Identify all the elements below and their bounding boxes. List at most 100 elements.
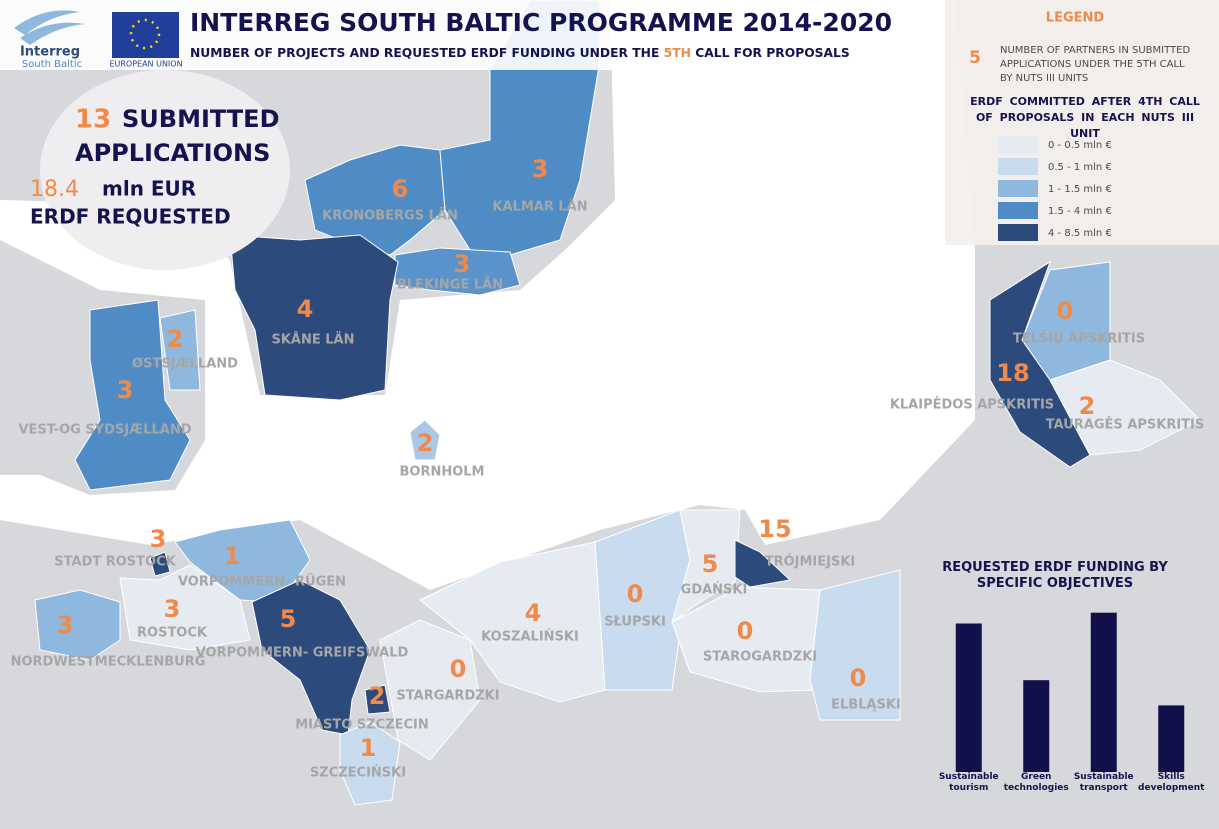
logo-subtext: South Baltic [22, 59, 82, 70]
region [74, 299, 191, 491]
region-name: KALMAR LÄN [492, 199, 587, 215]
legend-swatch [998, 202, 1038, 219]
legend-title: LEGEND [1046, 11, 1105, 26]
region-name: KRONOBERGS LÄN [322, 208, 458, 224]
region [394, 247, 521, 296]
region-name: ELBLĄSKI [831, 698, 901, 713]
partners-number: 5 [702, 550, 719, 578]
title: INTERREG SOUTH BALTIC PROGRAMME 2014-202… [190, 8, 892, 37]
region-name: KOSZALIŃSKI [481, 629, 579, 645]
region [251, 579, 371, 736]
subtitle-highlight: 5TH [664, 46, 691, 60]
region-name: ØSTSJÆLLAND [132, 357, 238, 372]
legend-swatch [998, 180, 1038, 197]
region-name: ROSTOCK [137, 626, 208, 641]
summary-bubble [40, 70, 290, 270]
legend-partners-text: NUMBER OF PARTNERS IN SUBMITTED APPLICAT… [1000, 45, 1191, 84]
partners-number: 0 [737, 617, 754, 645]
partners-number: 6 [392, 175, 409, 203]
x-tick-label: Sustainable transport [1073, 772, 1134, 793]
region [671, 509, 741, 624]
region-name: VORPOMMERN- GREIFSWALD [196, 646, 409, 661]
eu-text: EUROPEAN UNION [109, 60, 182, 69]
legend-label: 1.5 - 4 mln € [1048, 206, 1112, 217]
x-tick-label: Skills development [1138, 772, 1205, 793]
region [34, 589, 121, 661]
partners-number: 3 [57, 611, 74, 639]
partners-number: 5 [280, 605, 297, 633]
region-name: SKÅNE LÄN [271, 332, 354, 348]
summary-text: SUBMITTED [122, 105, 280, 133]
region-name: VEST-OG SYDSJÆLLAND [18, 423, 191, 438]
partners-number: 0 [627, 580, 644, 608]
partners-number: 4 [297, 295, 314, 323]
region [159, 309, 201, 391]
summary-text: APPLICATIONS [75, 139, 270, 167]
legend-label: 1 - 1.5 mln € [1048, 184, 1112, 195]
region [809, 569, 901, 721]
partners-number: 3 [532, 155, 549, 183]
partners-number: 0 [450, 655, 467, 683]
bar [1158, 705, 1185, 772]
partners-number: 0 [850, 664, 867, 692]
region-name: SŁUPSKI [604, 615, 666, 630]
region-name: BLEKINGE LÄN [397, 277, 503, 293]
legend-box [945, 0, 1219, 245]
region [149, 551, 171, 577]
bar [1090, 612, 1117, 772]
region [409, 419, 441, 461]
region-name: VORPOMMERN- RÜGEN [178, 574, 346, 590]
subtitle-part: NUMBER OF PROJECTS AND REQUESTED ERDF FU… [190, 46, 659, 60]
summary-number: 13 [75, 105, 111, 135]
partners-number: 3 [150, 525, 167, 553]
region [419, 541, 606, 703]
partners-number: 1 [224, 542, 241, 570]
x-tick-label: Green technologies [1003, 772, 1069, 793]
partners-number: 2 [369, 682, 386, 710]
logo-wave [14, 10, 85, 45]
region [379, 619, 481, 761]
region [304, 144, 446, 256]
partners-number: 4 [525, 599, 542, 627]
legend-swatch [998, 224, 1038, 241]
legend-swatch [998, 136, 1038, 153]
subtitle-part: CALL FOR PROPOSALS [695, 46, 850, 60]
region-name: TRÓJMIEJSKI [765, 554, 856, 570]
region-name: TELŠIŲ APSKRITIS [1013, 331, 1145, 347]
bar [1023, 680, 1050, 772]
region-name: MIASTO SZCZECIN [295, 718, 429, 733]
region [119, 564, 251, 651]
region [339, 721, 401, 806]
legend-funding-title: ERDF COMMITTED AFTER 4TH CALL OF PROPOSA… [970, 95, 1200, 140]
summary-number: 18.4 [30, 177, 79, 202]
x-tick-label: Sustainable tourism [938, 772, 999, 793]
legend-swatch [998, 158, 1038, 175]
legend-label: 0.5 - 1 mln € [1048, 162, 1112, 173]
region [229, 234, 399, 401]
partners-number: 2 [1079, 392, 1096, 420]
region-name: GDAŃSKI [681, 582, 748, 598]
partners-number: 0 [1057, 297, 1074, 325]
legend-label: 0 - 0.5 mln € [1048, 140, 1112, 151]
bar [955, 623, 982, 772]
summary-text: ERDF REQUESTED [30, 205, 231, 229]
region [174, 519, 311, 603]
partners-number: 3 [117, 376, 134, 404]
bar-chart [955, 612, 1185, 772]
partners-number: 1 [360, 734, 377, 762]
partners-number: 3 [454, 250, 471, 278]
eu-stars [129, 18, 161, 50]
logo-text: Interreg [20, 45, 80, 60]
partners-number: 2 [167, 325, 184, 353]
legend-label: 4 - 8.5 mln € [1048, 228, 1112, 239]
region-name: KLAIPĖDOS APSKRITIS [890, 397, 1054, 413]
region-name: NORDWESTMECKLENBURG [11, 655, 206, 670]
region [364, 684, 391, 715]
region [734, 539, 792, 588]
partners-number: 3 [164, 595, 181, 623]
region-name: SZCZECIŃSKI [310, 765, 406, 781]
region-name: TAURAGĖS APSKRITIS [1046, 417, 1205, 433]
region-name: STAROGARDZKI [703, 650, 817, 665]
